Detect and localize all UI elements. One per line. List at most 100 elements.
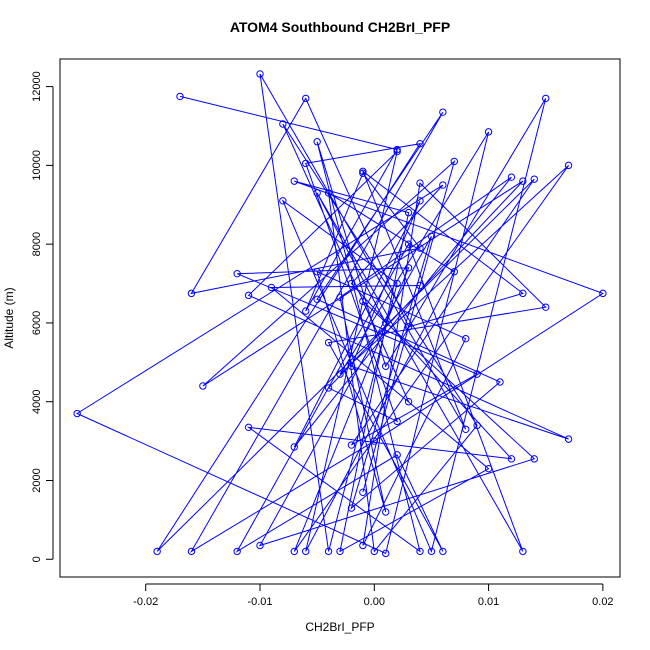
data-point xyxy=(347,441,356,449)
data-point xyxy=(382,508,390,516)
data-point xyxy=(302,547,310,556)
data-point xyxy=(416,179,424,187)
x-tick-label: 0.00 xyxy=(364,596,385,608)
data-point xyxy=(473,421,481,430)
chart-title: ATOM4 Southbound CH2BrI_PFP xyxy=(230,19,450,35)
data-point xyxy=(530,455,538,463)
x-tick-label: 0.01 xyxy=(478,596,499,608)
data-point xyxy=(450,268,458,276)
data-point xyxy=(416,281,424,290)
data-point xyxy=(427,547,436,556)
data-point xyxy=(267,283,276,292)
y-tick-label: 6000 xyxy=(31,311,43,335)
y-tick-label: 2000 xyxy=(31,468,43,492)
data-point xyxy=(187,289,196,298)
data-point xyxy=(564,161,573,170)
y-tick-label: 10000 xyxy=(31,150,43,181)
data-point xyxy=(176,92,184,101)
data-point xyxy=(199,382,207,390)
y-axis-label: Altitude (m) xyxy=(2,287,16,348)
data-point xyxy=(404,398,413,406)
data-point xyxy=(519,177,527,185)
y-tick-label: 4000 xyxy=(31,389,43,413)
data-point xyxy=(302,159,310,168)
data-point xyxy=(233,269,241,278)
data-point xyxy=(359,167,367,175)
series-line xyxy=(76,73,605,555)
data-point xyxy=(416,244,424,252)
x-axis: -0.02 -0.01 0.00 0.01 0.02 xyxy=(133,583,614,608)
series-layer xyxy=(76,73,605,555)
data-point xyxy=(302,307,310,315)
data-point xyxy=(302,94,310,103)
data-point xyxy=(404,264,413,272)
data-point xyxy=(496,378,504,386)
data-point xyxy=(404,323,413,331)
x-tick-label: 0.02 xyxy=(592,596,613,608)
data-point xyxy=(599,289,607,298)
data-point xyxy=(393,147,401,156)
data-point xyxy=(564,435,573,443)
data-point xyxy=(542,94,550,103)
data-point xyxy=(382,362,390,370)
data-point xyxy=(233,547,241,556)
data-point xyxy=(347,504,356,512)
data-point xyxy=(187,547,196,556)
data-point xyxy=(393,279,401,288)
data-point xyxy=(359,488,367,497)
plot-frame xyxy=(59,58,621,578)
data-point xyxy=(347,362,356,370)
data-point xyxy=(313,138,321,146)
data-point xyxy=(73,409,81,418)
data-point xyxy=(450,157,458,166)
points-layer xyxy=(73,70,607,558)
data-point xyxy=(256,541,264,550)
y-tick-label: 12000 xyxy=(31,71,43,102)
data-point xyxy=(484,128,493,136)
data-point xyxy=(324,338,333,347)
data-point xyxy=(347,279,356,288)
data-point xyxy=(336,370,344,378)
data-point xyxy=(336,293,344,302)
x-tick-label: -0.02 xyxy=(133,596,158,608)
data-point xyxy=(507,173,516,181)
data-point xyxy=(404,208,413,217)
data-point xyxy=(359,169,367,177)
data-point xyxy=(244,423,253,432)
data-point xyxy=(279,197,287,205)
data-point xyxy=(416,139,424,148)
data-point xyxy=(416,197,424,205)
data-point xyxy=(439,547,447,556)
data-point xyxy=(473,370,481,378)
data-point xyxy=(382,319,390,327)
data-point xyxy=(462,425,470,433)
data-point xyxy=(324,189,333,197)
data-point xyxy=(507,455,516,463)
data-point xyxy=(393,417,401,426)
data-point xyxy=(313,268,321,276)
y-tick-label: 0 xyxy=(31,556,43,562)
data-point xyxy=(416,547,424,556)
x-tick-label: -0.01 xyxy=(247,596,272,608)
data-point xyxy=(324,384,333,392)
data-point xyxy=(370,437,378,445)
y-tick-label: 8000 xyxy=(31,232,43,256)
data-point xyxy=(359,297,367,305)
data-point xyxy=(439,181,447,189)
data-point xyxy=(530,175,538,183)
data-point xyxy=(290,177,298,185)
data-point xyxy=(370,547,378,556)
data-point xyxy=(290,547,298,556)
data-point xyxy=(519,289,527,298)
x-axis-label: CH2BrI_PFP xyxy=(305,620,374,634)
data-point xyxy=(313,295,321,303)
data-point xyxy=(393,451,401,459)
data-point xyxy=(427,232,436,240)
data-point xyxy=(462,334,470,343)
data-point xyxy=(382,549,390,558)
data-point xyxy=(336,547,344,556)
data-point xyxy=(359,541,367,550)
data-point xyxy=(244,291,253,300)
data-point xyxy=(439,108,447,116)
